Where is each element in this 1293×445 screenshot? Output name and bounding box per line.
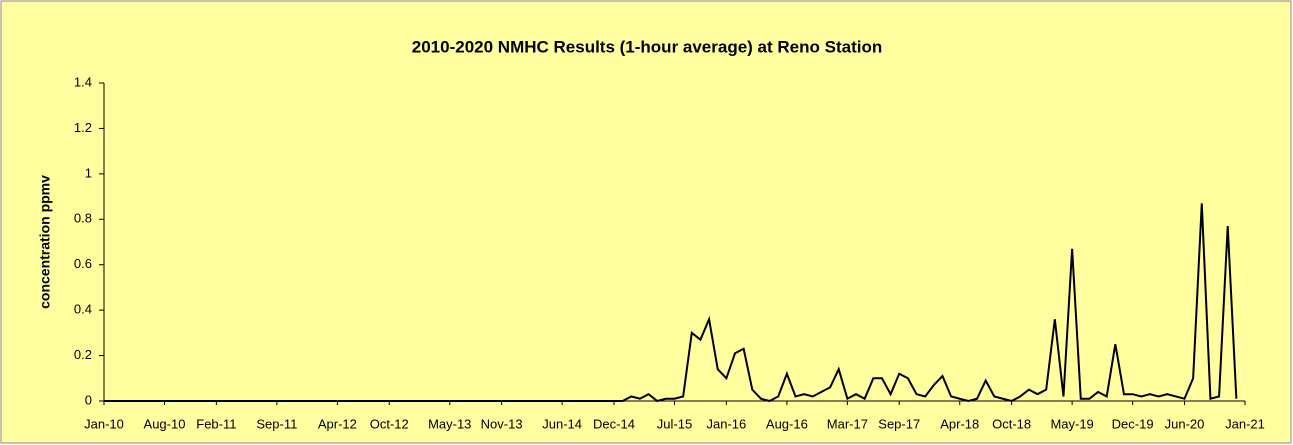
x-tick-label: Jan-21: [1225, 416, 1265, 431]
y-tick-label: 1.4: [74, 74, 92, 89]
x-tick-label: Dec-14: [593, 416, 635, 431]
x-tick-label: Jun-20: [1165, 416, 1205, 431]
y-tick-label: 0.8: [74, 211, 92, 226]
x-tick-label: Apr-12: [318, 416, 357, 431]
x-tick-label: Jun-14: [542, 416, 582, 431]
y-tick-label: 0.6: [74, 256, 92, 271]
x-tick-label: Apr-18: [940, 416, 979, 431]
x-tick-label: May-19: [1050, 416, 1093, 431]
x-tick-label: Nov-13: [481, 416, 523, 431]
x-tick-label: Sep-11: [256, 416, 297, 431]
x-tick-label: Jan-10: [84, 416, 124, 431]
x-tick-label: Oct-18: [992, 416, 1031, 431]
x-tick-label: Mar-17: [827, 416, 868, 431]
y-tick-label: 0.2: [74, 347, 92, 362]
x-tick-label: Oct-12: [370, 416, 409, 431]
data-line: [104, 203, 1238, 403]
x-tick-label: Aug-10: [144, 416, 186, 431]
x-tick-label: Aug-16: [766, 416, 808, 431]
x-tick-label: Jan-16: [706, 416, 746, 431]
x-tick-label: Jul-15: [657, 416, 692, 431]
chart-title: 2010-2020 NMHC Results (1-hour average) …: [412, 37, 882, 56]
y-tick-label: 1.2: [74, 120, 92, 135]
x-tick-label: Sep-17: [878, 416, 920, 431]
y-tick-label: 0: [85, 392, 92, 407]
x-tick-label: Feb-11: [196, 416, 236, 431]
x-tick-label: May-13: [428, 416, 471, 431]
y-tick-label: 0.4: [74, 302, 92, 317]
y-axis-label: concentration ppmv: [37, 175, 53, 309]
x-tick-label: Dec-19: [1112, 416, 1154, 431]
y-tick-label: 1: [85, 165, 92, 180]
